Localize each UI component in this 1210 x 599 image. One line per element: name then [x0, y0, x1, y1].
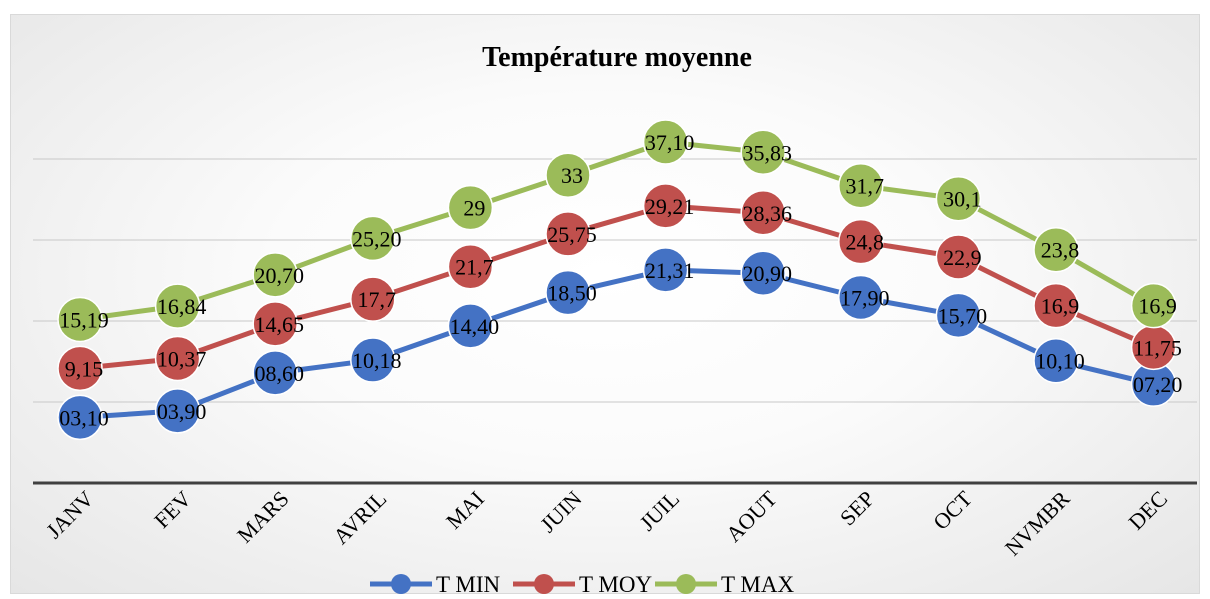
data-point — [350, 215, 396, 262]
data-point — [1033, 337, 1079, 384]
data-label: 28,36 — [742, 201, 792, 226]
data-label: 21,7 — [455, 255, 494, 280]
data-point — [1033, 282, 1079, 329]
data-point — [642, 247, 689, 293]
data-label: 25,20 — [352, 226, 402, 251]
x-tick-label: DEC — [1123, 486, 1172, 535]
data-label: 10,37 — [157, 347, 207, 372]
data-label: 15,70 — [938, 303, 988, 328]
data-point — [154, 335, 201, 382]
x-tick-label: AVRIL — [328, 486, 391, 549]
series-line-2 — [79, 139, 1155, 322]
x-tick-label: JUIL — [634, 486, 684, 536]
data-point — [838, 274, 884, 321]
legend-marker — [534, 574, 554, 594]
data-label: 33 — [561, 163, 583, 188]
data-label: 14,40 — [450, 314, 500, 339]
data-label: 10,18 — [352, 348, 402, 373]
data-point — [740, 129, 786, 176]
data-label: 16,9 — [1138, 294, 1177, 319]
data-label: 10,10 — [1035, 349, 1085, 374]
data-label: 20,70 — [254, 263, 304, 288]
x-tick-labels: JANV FEV MARS AVRIL MAI JUIN JUIL AOUT SEP OCT NVM… — [41, 485, 1172, 560]
x-tick-label: MARS — [232, 486, 294, 548]
data-label: 29,21 — [645, 194, 695, 219]
data-point — [740, 250, 786, 296]
data-point — [545, 152, 591, 198]
x-tick-label: AOUT — [721, 485, 782, 546]
data-point — [57, 345, 103, 392]
data-point — [545, 211, 591, 257]
data-point — [740, 190, 786, 236]
data-label: 20,90 — [742, 261, 792, 286]
data-label: 14,65 — [254, 312, 304, 337]
data-point — [252, 350, 298, 396]
data-label: 17,90 — [840, 286, 890, 311]
data-point — [838, 218, 884, 265]
data-point — [447, 303, 494, 349]
chart-frame — [10, 14, 1200, 594]
data-point — [350, 337, 396, 383]
series-group — [57, 119, 1177, 441]
data-label: 21,31 — [645, 258, 695, 283]
data-label: 08,60 — [254, 361, 304, 386]
data-point — [350, 276, 396, 322]
data-point — [57, 296, 103, 343]
data-point — [57, 394, 103, 441]
data-label: 16,84 — [157, 294, 207, 319]
data-label: 03,90 — [157, 399, 207, 424]
data-label: 25,75 — [547, 222, 597, 247]
data-label: 15,19 — [59, 307, 109, 332]
data-point — [935, 175, 982, 222]
data-point — [1130, 282, 1177, 329]
data-label: 03,10 — [59, 405, 109, 430]
data-label: 24,8 — [846, 230, 885, 255]
x-tick-label: OCT — [928, 485, 977, 534]
data-label: 37,10 — [645, 130, 695, 155]
data-label: 30,1 — [943, 187, 982, 212]
x-tick-label: NVMBR — [1000, 486, 1075, 561]
x-tick-label: SEP — [835, 486, 879, 530]
data-label: 35,83 — [742, 140, 792, 165]
data-label: 07,20 — [1133, 372, 1183, 397]
data-point — [447, 243, 494, 290]
data-point — [447, 184, 494, 231]
x-tick-label: FEV — [149, 486, 196, 533]
data-point — [252, 301, 298, 347]
data-label: 11,75 — [1133, 335, 1182, 360]
data-label: 9,15 — [65, 356, 104, 381]
data-point — [642, 183, 689, 229]
legend-marker — [676, 574, 696, 594]
data-point — [154, 283, 201, 329]
data-point — [935, 292, 982, 339]
data-point — [642, 119, 689, 165]
data-point — [1033, 226, 1079, 273]
data-point — [935, 234, 982, 280]
data-label: 23,8 — [1041, 238, 1080, 263]
data-labels: 03,10 03,90 08,60 10,18 14,40 18,50 21,31 20,90… — [59, 130, 1182, 430]
data-label: 31,7 — [846, 174, 885, 199]
x-tick-label: JUIN — [535, 486, 586, 537]
legend-marker — [391, 574, 411, 594]
chart-title: Température moyenne — [482, 42, 752, 73]
data-label: 22,9 — [943, 245, 982, 270]
data-point — [154, 388, 201, 434]
data-label: 17,7 — [358, 287, 397, 312]
data-point — [838, 162, 884, 209]
legend-label: T MOY — [579, 572, 652, 597]
legend-label: T MAX — [721, 572, 794, 597]
x-tick-label: MAI — [441, 486, 489, 534]
data-label: 16,9 — [1041, 294, 1080, 319]
legend-label: T MIN — [436, 572, 500, 597]
data-label: 18,50 — [547, 281, 597, 306]
data-point — [545, 269, 591, 316]
data-point — [252, 252, 298, 298]
data-label: 29 — [463, 196, 485, 221]
x-tick-label: JANV — [41, 486, 99, 544]
series-line-0 — [79, 267, 1155, 420]
legend: T MIN T MOY T MAX — [370, 572, 794, 597]
